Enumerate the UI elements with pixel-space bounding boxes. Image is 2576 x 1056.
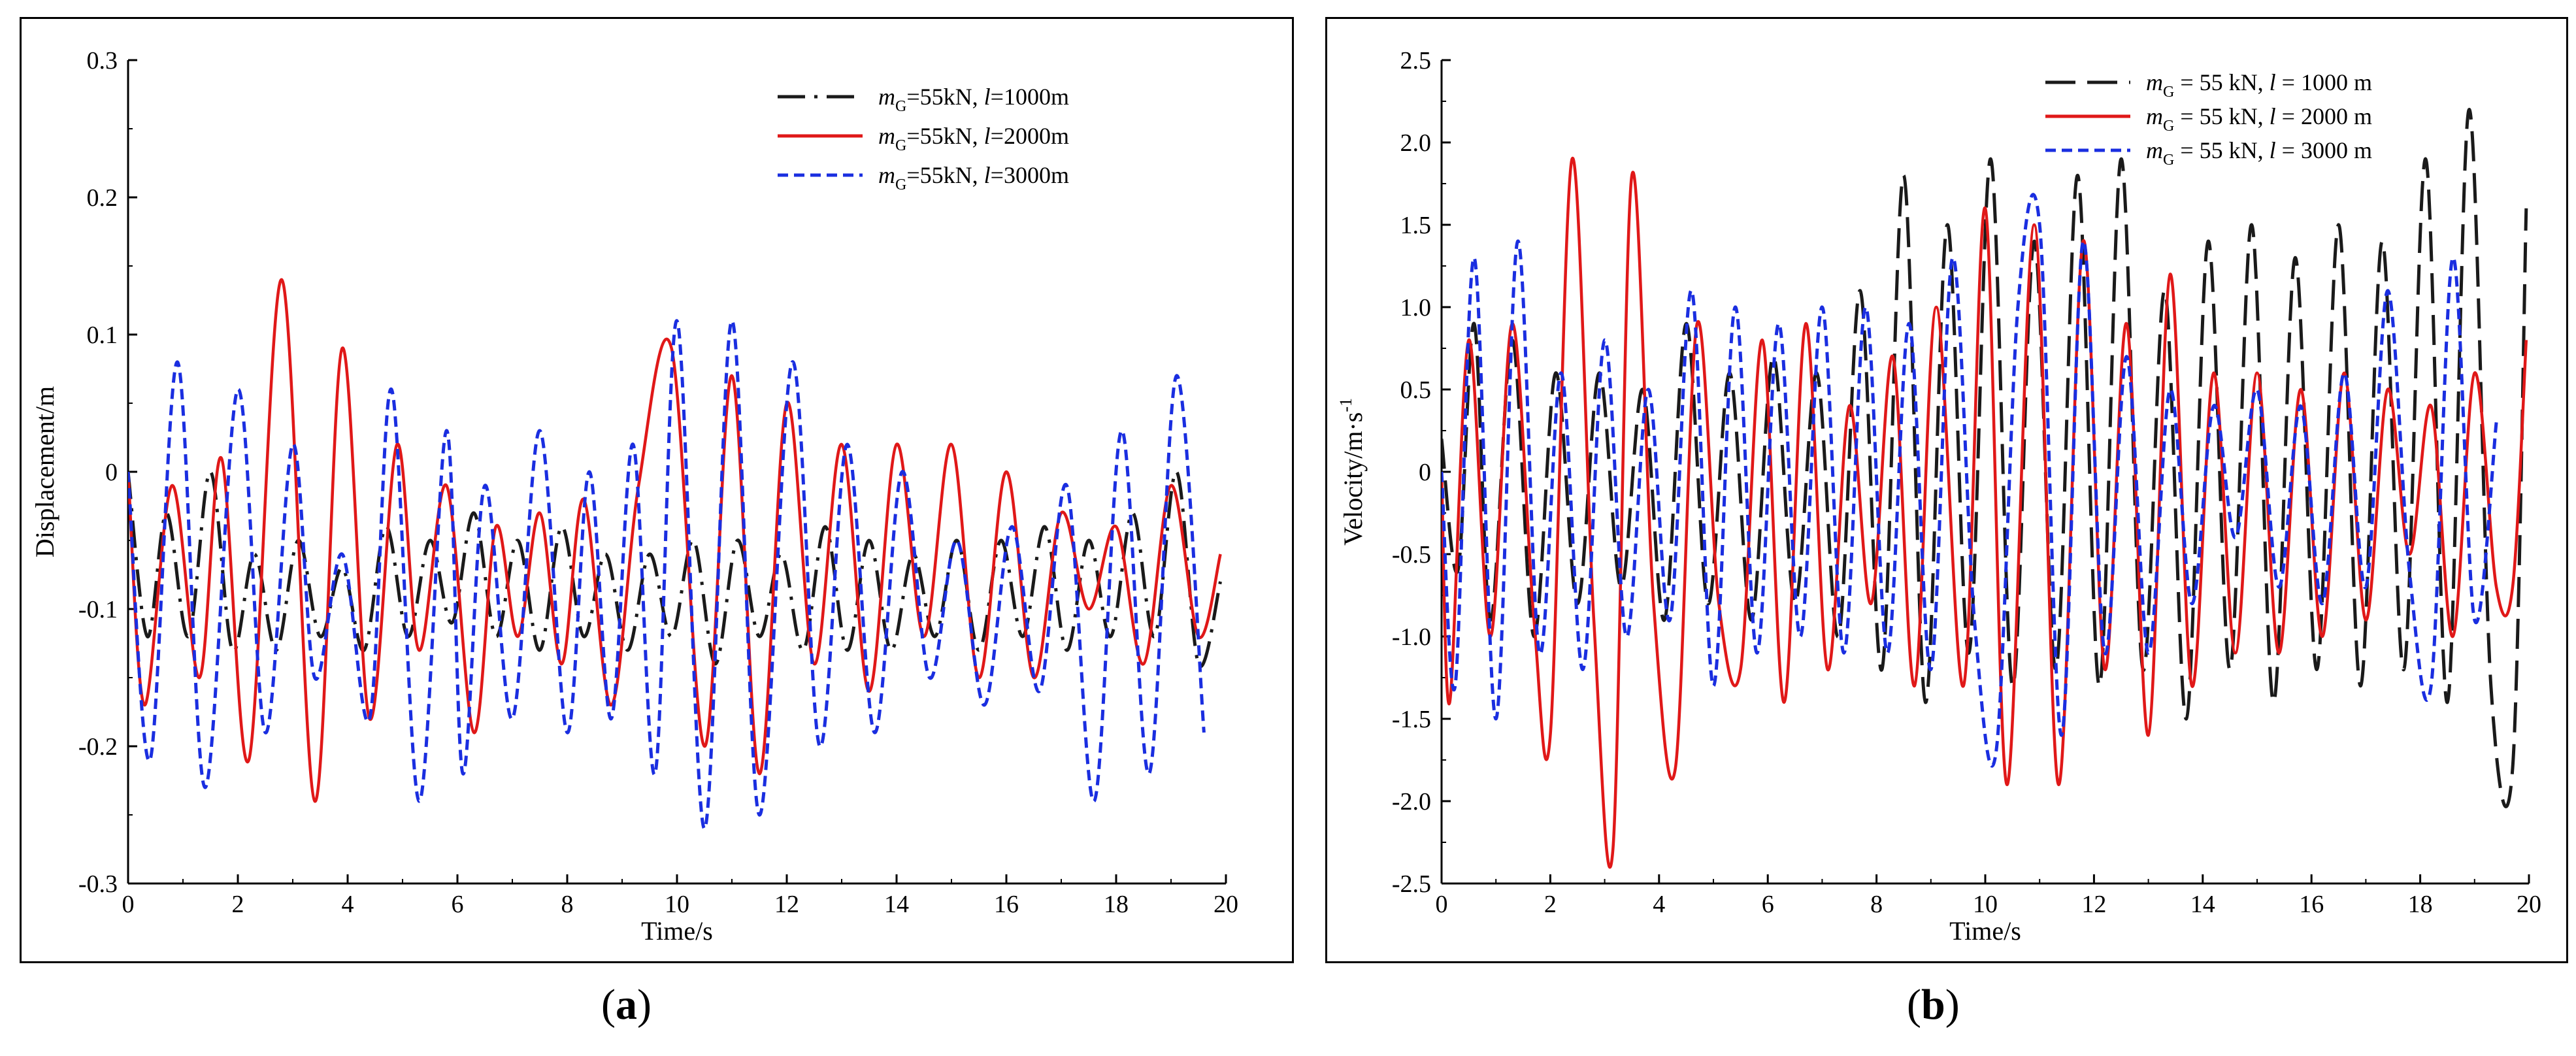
y-tick-label: -0.2	[78, 733, 118, 761]
y-tick-label: -1.0	[1392, 623, 1431, 651]
legend-label-3: mG = 55 kN, l = 3000 m	[2146, 137, 2372, 169]
panel-a-frame	[20, 17, 1294, 963]
x-tick-label: 12	[2081, 891, 2106, 918]
x-tick-label: 14	[2190, 891, 2215, 918]
x-tick-label: 12	[774, 891, 799, 918]
x-tick-label: 2	[1544, 891, 1557, 918]
caption-a-letter: a	[615, 981, 637, 1029]
x-tick-label: 0	[122, 891, 135, 918]
x-tick-label: 16	[2299, 891, 2324, 918]
x-tick-label: 2	[232, 891, 244, 918]
x-axis-label: Time/s	[1949, 916, 2021, 946]
y-tick-label: -2.5	[1392, 870, 1431, 898]
series-line-2	[128, 278, 1222, 803]
caption-b: (b)	[1907, 981, 1960, 1029]
legend-label-2: mG=55kN, l=2000m	[878, 123, 1069, 154]
legend-label-3: mG=55kN, l=3000m	[878, 162, 1069, 193]
x-tick-label: 18	[2408, 891, 2433, 918]
series-line-3	[1442, 193, 2498, 768]
x-tick-label: 14	[884, 891, 909, 918]
y-tick-label: 0.3	[87, 47, 118, 74]
x-axis-label: Time/s	[641, 916, 713, 946]
caption-a: (a)	[601, 981, 652, 1029]
x-tick-label: 18	[1104, 891, 1129, 918]
panel-b-frame	[1325, 17, 2568, 963]
y-tick-label: 0	[1419, 459, 1431, 486]
x-tick-label: 0	[1436, 891, 1448, 918]
x-tick-label: 10	[665, 891, 689, 918]
y-tick-label: -2.0	[1392, 788, 1431, 816]
caption-b-letter: b	[1921, 981, 1945, 1029]
x-tick-label: 8	[1870, 891, 1883, 918]
legend-label-1: mG=55kN, l=1000m	[878, 84, 1069, 115]
x-tick-label: 4	[1653, 891, 1665, 918]
y-tick-label: 2.0	[1400, 129, 1432, 157]
y-axis-label: Velocity/m·s-1	[1336, 398, 1368, 546]
y-tick-label: 2.5	[1400, 47, 1432, 74]
legend-label-2: mG = 55 kN, l = 2000 m	[2146, 103, 2372, 135]
y-tick-label: -1.5	[1392, 706, 1431, 733]
x-tick-label: 10	[1973, 891, 1998, 918]
series-line-1	[128, 470, 1223, 668]
y-tick-label: 1.0	[1400, 294, 1432, 322]
x-tick-label: 16	[994, 891, 1019, 918]
x-tick-label: 20	[2517, 891, 2541, 918]
y-tick-label: 1.5	[1400, 212, 1432, 239]
y-tick-label: -0.1	[78, 596, 118, 623]
x-tick-label: 8	[561, 891, 574, 918]
y-tick-label: 0.5	[1400, 376, 1432, 404]
y-axis-label: Displacement/m	[30, 386, 59, 557]
y-tick-label: -0.3	[78, 870, 118, 898]
legend-label-1: mG = 55 kN, l = 1000 m	[2146, 69, 2372, 101]
y-tick-label: 0	[105, 459, 118, 486]
x-tick-label: 6	[452, 891, 464, 918]
x-tick-label: 6	[1762, 891, 1774, 918]
y-tick-label: 0.2	[87, 184, 118, 212]
x-tick-label: 20	[1214, 891, 1238, 918]
chart-panel-b: 0 2 4 6 8 10 12 14 16 18 20 -2.5 -2.0 -1.5 -1.0 -0.5 0 0.…	[1336, 47, 2541, 946]
y-tick-label: 0.1	[87, 322, 118, 349]
x-tick-label: 4	[342, 891, 354, 918]
y-tick-label: -0.5	[1392, 541, 1431, 569]
series-line-3	[128, 319, 1206, 831]
chart-panel-a: 0 2 4 6 8 10 12 14 16 18 20 -0.3 -0.2 -0.1 0 0.1 0.2 0.3 T…	[30, 47, 1238, 946]
